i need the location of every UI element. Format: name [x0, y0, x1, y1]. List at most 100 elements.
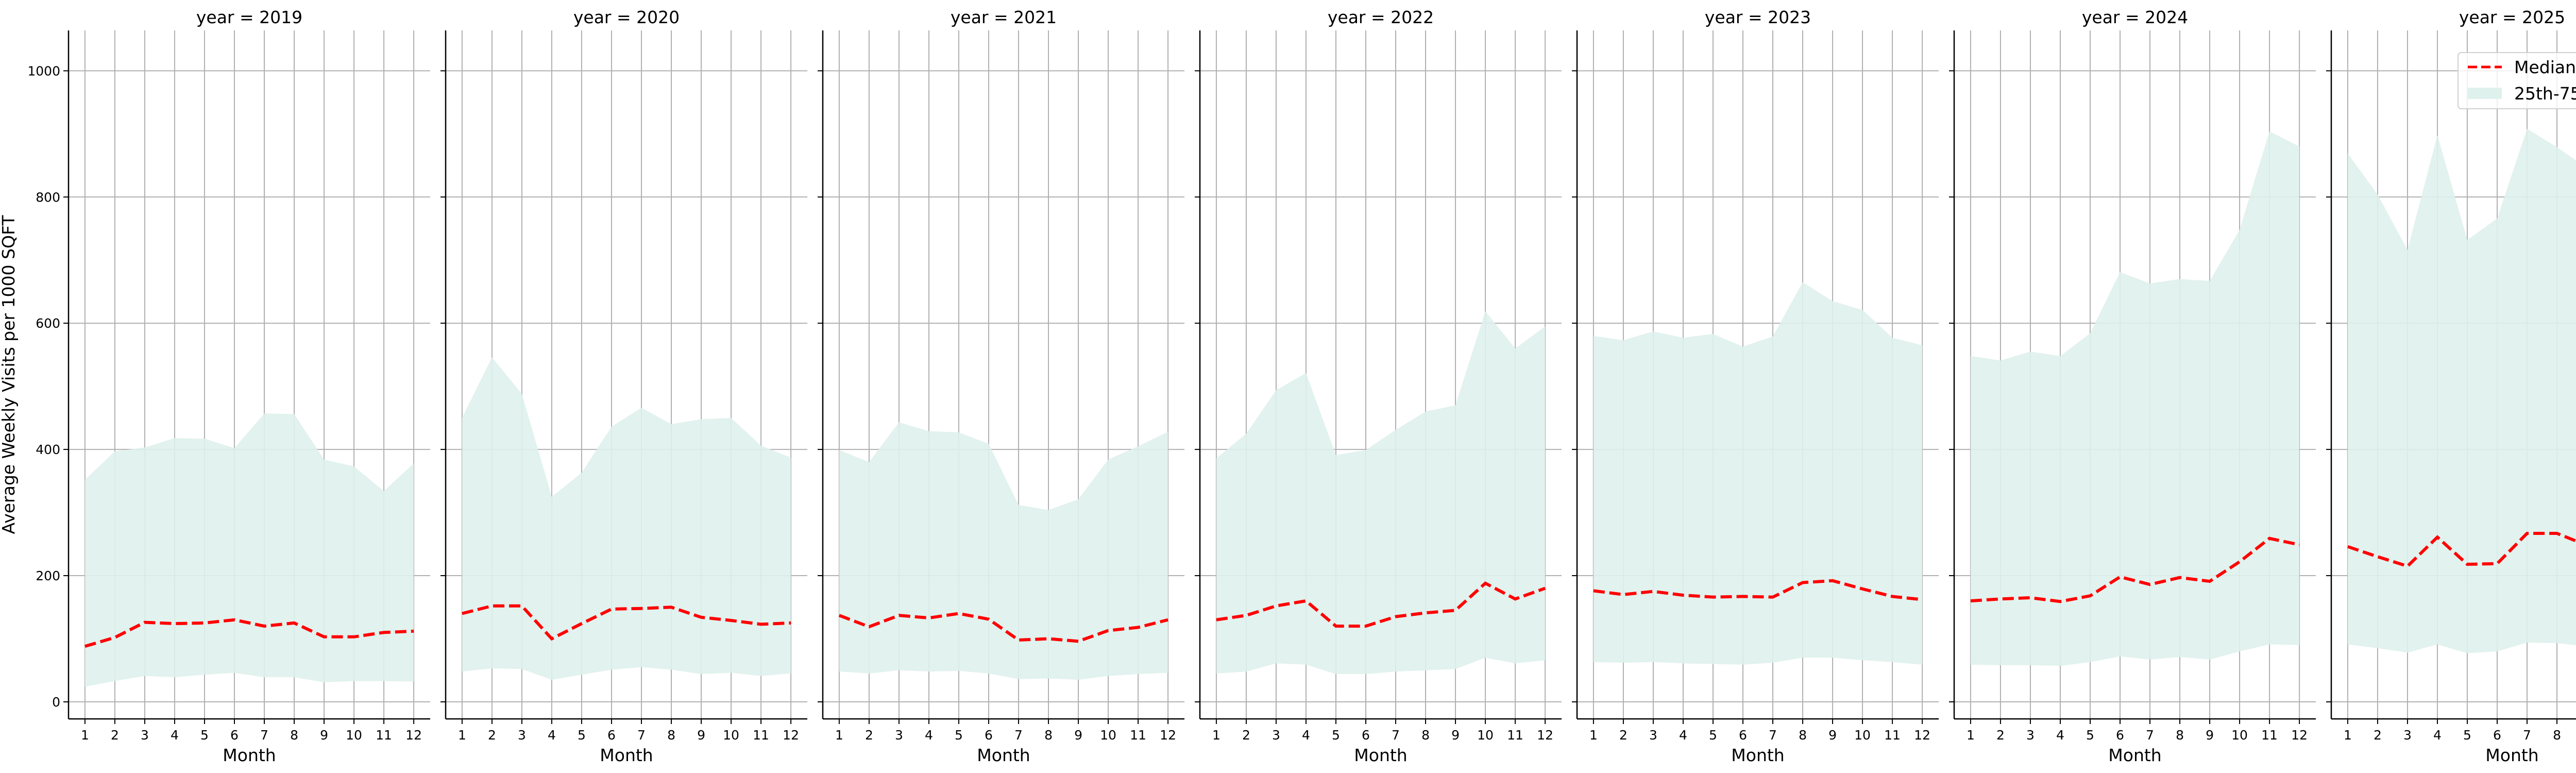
- x-tick-label: 1: [1967, 728, 1975, 743]
- x-tick-label: 5: [2463, 728, 2471, 743]
- x-axis-label: Month: [2108, 745, 2161, 765]
- x-tick-label: 11: [753, 728, 769, 743]
- x-tick-label: 4: [2056, 728, 2064, 743]
- x-axis-label: Month: [1354, 745, 1407, 765]
- x-tick-label: 3: [141, 728, 149, 743]
- legend-band-label: 25th-75th Percentile: [2514, 83, 2576, 104]
- x-tick-label: 8: [2553, 728, 2561, 743]
- x-tick-label: 10: [1854, 728, 1871, 743]
- x-tick-label: 8: [667, 728, 675, 743]
- x-tick-label: 7: [1014, 728, 1023, 743]
- x-tick-label: 4: [1679, 728, 1687, 743]
- x-tick-label: 2: [111, 728, 119, 743]
- x-tick-label: 1: [1212, 728, 1221, 743]
- x-tick-label: 6: [230, 728, 239, 743]
- y-axis-label: Average Weekly Visits per 1000 SQFT: [0, 215, 19, 534]
- x-tick-label: 12: [1537, 728, 1553, 743]
- x-axis-label: Month: [600, 745, 653, 765]
- x-tick-label: 2: [865, 728, 873, 743]
- x-tick-label: 12: [2291, 728, 2308, 743]
- x-tick-label: 9: [1828, 728, 1837, 743]
- percentile-band: [1216, 311, 1546, 675]
- panel-title: year = 2022: [1328, 7, 1434, 27]
- legend-band-swatch: [2468, 88, 2502, 99]
- x-tick-label: 2: [2374, 728, 2382, 743]
- x-tick-label: 8: [2176, 728, 2184, 743]
- x-tick-label: 3: [1272, 728, 1280, 743]
- percentile-band: [2347, 129, 2576, 653]
- panel-title: year = 2020: [573, 7, 680, 27]
- panel-title: year = 2021: [951, 7, 1057, 27]
- x-tick-label: 2: [1619, 728, 1628, 743]
- median-line: [462, 604, 791, 641]
- x-tick-label: 10: [1477, 728, 1494, 743]
- x-tick-label: 9: [1074, 728, 1082, 743]
- panel-title: year = 2024: [2082, 7, 2188, 27]
- x-tick-label: 1: [835, 728, 843, 743]
- x-tick-label: 5: [1709, 728, 1717, 743]
- x-tick-label: 4: [2433, 728, 2442, 743]
- percentile-band: [1970, 131, 2300, 666]
- x-tick-label: 10: [723, 728, 739, 743]
- x-tick-label: 10: [1100, 728, 1116, 743]
- x-tick-label: 9: [697, 728, 705, 743]
- x-tick-label: 6: [2116, 728, 2124, 743]
- x-tick-label: 12: [405, 728, 422, 743]
- median-line: [1216, 581, 1546, 628]
- median-line: [1970, 536, 2300, 603]
- panel-title: year = 2025: [2459, 7, 2565, 27]
- x-tick-label: 7: [2523, 728, 2531, 743]
- x-tick-label: 1: [1589, 728, 1598, 743]
- panel-title: year = 2023: [1705, 7, 1811, 27]
- median-line: [2347, 531, 2576, 568]
- x-tick-label: 12: [1160, 728, 1176, 743]
- y-tick-label: 800: [36, 190, 60, 205]
- x-axis-label: Month: [1731, 745, 1784, 765]
- median-line: [1593, 579, 1923, 601]
- percentile-band: [84, 413, 414, 687]
- x-tick-label: 9: [2206, 728, 2214, 743]
- panel-title: year = 2019: [196, 7, 302, 27]
- y-tick-label: 1000: [27, 63, 60, 78]
- x-tick-label: 4: [548, 728, 556, 743]
- x-tick-label: 10: [2231, 728, 2248, 743]
- percentile-band: [839, 422, 1168, 680]
- x-tick-label: 3: [2026, 728, 2035, 743]
- x-tick-label: 11: [376, 728, 392, 743]
- x-tick-label: 5: [2086, 728, 2094, 743]
- x-tick-label: 4: [171, 728, 179, 743]
- legend: Median 25th-75th Percentile: [2458, 52, 2576, 109]
- x-tick-label: 6: [985, 728, 993, 743]
- x-tick-label: 6: [1362, 728, 1370, 743]
- x-tick-label: 3: [518, 728, 526, 743]
- x-tick-label: 9: [320, 728, 328, 743]
- x-tick-label: 12: [1914, 728, 1930, 743]
- x-axis-label: Month: [2485, 745, 2538, 765]
- x-tick-label: 8: [1799, 728, 1807, 743]
- x-tick-label: 5: [1332, 728, 1340, 743]
- x-tick-label: 5: [578, 728, 586, 743]
- percentile-band: [1593, 282, 1923, 665]
- y-tick-label: 400: [36, 442, 60, 457]
- y-tick-label: 200: [36, 568, 60, 583]
- x-tick-label: 2: [1242, 728, 1250, 743]
- x-tick-label: 6: [1739, 728, 1747, 743]
- x-tick-label: 9: [1451, 728, 1460, 743]
- x-tick-label: 6: [607, 728, 616, 743]
- percentile-band: [462, 357, 791, 680]
- x-tick-label: 5: [955, 728, 963, 743]
- x-tick-label: 7: [260, 728, 268, 743]
- x-tick-label: 7: [1392, 728, 1400, 743]
- median-line: [84, 618, 414, 648]
- x-tick-label: 10: [346, 728, 362, 743]
- x-tick-label: 1: [81, 728, 89, 743]
- x-tick-label: 4: [1302, 728, 1310, 743]
- x-tick-label: 7: [1769, 728, 1777, 743]
